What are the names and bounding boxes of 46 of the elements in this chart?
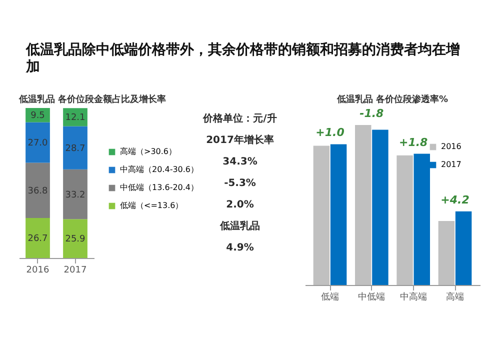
- data-label: 36.8: [28, 186, 48, 196]
- x-tick-label: 中高端: [400, 292, 427, 302]
- bar: [63, 219, 88, 258]
- x-tick-label: 低端: [321, 292, 339, 302]
- x-tick-label: 高端: [446, 292, 464, 302]
- bar: [455, 211, 472, 285]
- annotation: +1.8: [398, 136, 428, 149]
- chart-title: 低温乳品 各价位段渗透率%: [336, 94, 448, 105]
- bar: [355, 125, 372, 285]
- bar: [313, 146, 330, 285]
- data-label: 25.9: [65, 234, 86, 245]
- text: 价格单位：元/升: [202, 112, 277, 125]
- bar: [438, 221, 455, 285]
- chart-subtitle: 低温乳品 各价位段金额占比及增长率: [18, 94, 166, 105]
- text: 2.0%: [226, 199, 254, 210]
- data-label: 26.7: [28, 234, 48, 244]
- bar: [26, 122, 50, 163]
- bar: [63, 108, 88, 126]
- data-label: 9.5: [30, 111, 45, 122]
- bar: [63, 126, 88, 170]
- legend-label: 中高端（20.4-30.6）: [120, 165, 199, 174]
- text: -1.8: [360, 107, 384, 120]
- bar: [63, 169, 88, 220]
- legend-label: 2016: [441, 142, 462, 151]
- bar: [372, 130, 388, 285]
- legend-label: 2017: [441, 160, 462, 169]
- text: -5.3%: [224, 178, 256, 189]
- data-label: 28.7: [65, 144, 86, 154]
- bar: [330, 144, 347, 285]
- text: 低温乳品除中低端价格带外，其余价格带的销额和招募的消费者均在增加: [26, 42, 461, 76]
- bar: [26, 218, 50, 258]
- annotation: +1.0: [316, 126, 345, 140]
- annotation: +4.2: [440, 193, 470, 206]
- text: 34.3%: [222, 156, 258, 168]
- text: 低温乳品: [219, 220, 260, 232]
- data-label: 27.0: [28, 138, 48, 148]
- legend-label: 中低端（13.6-20.4）: [120, 183, 199, 192]
- legend-label: 高端（>30.6）: [120, 147, 177, 156]
- data-label: 33.2: [65, 190, 86, 200]
- text: 4.9%: [226, 242, 254, 254]
- x-tick-label: 中低端: [358, 292, 386, 302]
- bar: [26, 162, 50, 218]
- data-label: 12.1: [65, 113, 86, 124]
- bar: [396, 155, 413, 285]
- legend-label: 低端（<=13.6）: [120, 201, 184, 210]
- text: 2017年增长率: [206, 134, 274, 146]
